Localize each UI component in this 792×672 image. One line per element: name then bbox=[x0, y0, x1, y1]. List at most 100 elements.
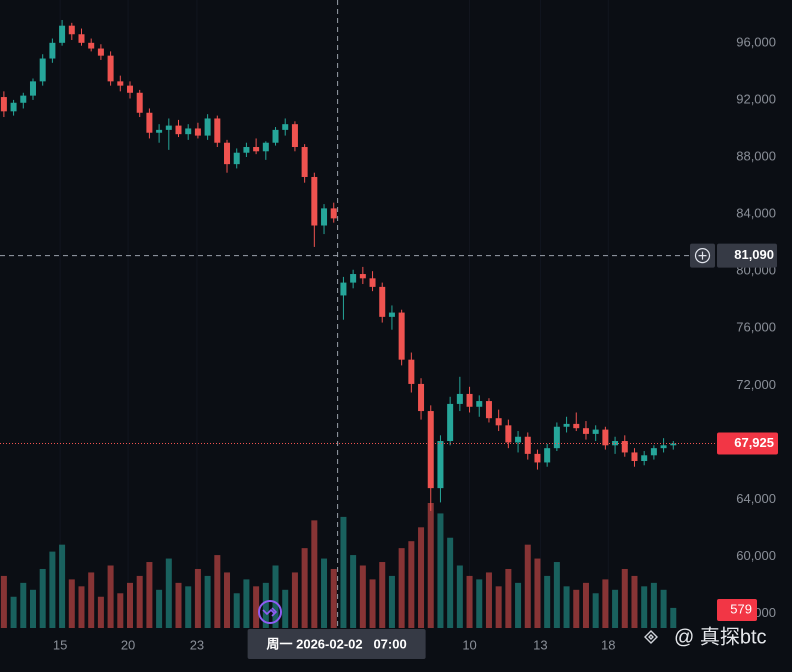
candle-body bbox=[495, 418, 502, 426]
volume-bar bbox=[515, 582, 522, 628]
volume-bar bbox=[117, 593, 124, 628]
candle-body bbox=[243, 147, 250, 153]
volume-bar bbox=[524, 544, 531, 628]
volume-bar bbox=[456, 565, 463, 628]
volume-bar bbox=[582, 582, 589, 628]
volume-bar bbox=[563, 586, 570, 628]
candle-body bbox=[68, 25, 75, 35]
x-tick-label: 23 bbox=[190, 637, 204, 652]
label-layer: 81,090 67,925 579 周一 2026-02-02 07:00 bbox=[247, 243, 778, 659]
candle-body bbox=[515, 436, 522, 443]
candle-body bbox=[291, 124, 298, 148]
volume-bar bbox=[427, 503, 434, 628]
candle-body bbox=[194, 128, 201, 136]
volume-bar bbox=[204, 575, 211, 628]
volume-bar bbox=[175, 582, 182, 628]
candle-body bbox=[321, 208, 328, 226]
volume-bar bbox=[650, 582, 657, 628]
candle-body bbox=[456, 393, 463, 404]
candle-body bbox=[39, 58, 46, 82]
candle-body bbox=[388, 312, 395, 317]
candle-body bbox=[282, 124, 289, 130]
add-alert-plus bbox=[698, 251, 707, 260]
candle-body bbox=[621, 441, 628, 453]
y-tick-label: 64,000 bbox=[736, 491, 776, 506]
candle-body bbox=[563, 423, 570, 427]
volume-bar bbox=[660, 589, 667, 628]
grid bbox=[59, 0, 609, 628]
x-tick-label: 20 bbox=[121, 637, 135, 652]
volume-bar bbox=[369, 579, 376, 628]
crosshair-time-box bbox=[247, 629, 426, 659]
y-tick-label: 92,000 bbox=[736, 91, 776, 106]
volume-bar bbox=[224, 572, 231, 628]
candle-body bbox=[524, 436, 531, 454]
candle-body bbox=[117, 81, 124, 86]
crosshair-price-label: 81,090 bbox=[734, 247, 774, 262]
crosshair-time-label: 周一 2026-02-02 07:00 bbox=[267, 636, 407, 651]
volume-bar bbox=[97, 596, 104, 628]
candle-body bbox=[670, 443, 677, 446]
candle-body bbox=[78, 34, 85, 43]
candle-body bbox=[272, 129, 279, 143]
candle-body bbox=[165, 125, 172, 130]
candle-layer bbox=[0, 19, 677, 511]
volume-bar bbox=[233, 593, 240, 628]
volume-bar bbox=[670, 607, 677, 628]
volume-bar bbox=[631, 575, 638, 628]
volume-bar bbox=[388, 575, 395, 628]
candle-body bbox=[10, 102, 17, 112]
candle-body bbox=[534, 453, 541, 463]
candle-body bbox=[136, 92, 143, 113]
volume-bar bbox=[88, 572, 95, 628]
watermark: @ 真探btc bbox=[674, 625, 767, 648]
volume-bar bbox=[291, 572, 298, 628]
candle-body bbox=[660, 445, 667, 449]
candle-body bbox=[214, 118, 221, 143]
last-volume-box bbox=[717, 599, 757, 621]
candle-body bbox=[359, 274, 366, 279]
candle-body bbox=[408, 359, 415, 384]
volume-bar bbox=[0, 575, 7, 628]
x-tick-label: 18 bbox=[601, 637, 615, 652]
candle-body bbox=[476, 401, 483, 407]
volume-bar bbox=[602, 579, 609, 628]
volume-bar bbox=[437, 513, 444, 628]
volume-bar bbox=[621, 568, 628, 628]
candle-body bbox=[592, 429, 599, 434]
volume-bar bbox=[505, 568, 512, 628]
volume-bar bbox=[495, 586, 502, 628]
candle-body bbox=[641, 455, 648, 462]
volume-bar bbox=[214, 555, 221, 628]
candle-body bbox=[185, 128, 192, 135]
volume-bar bbox=[330, 568, 337, 628]
x-tick-label: 13 bbox=[533, 637, 547, 652]
volume-layer bbox=[0, 503, 677, 628]
x-tick-label: 15 bbox=[53, 637, 67, 652]
candle-body bbox=[330, 208, 337, 219]
volume-bar bbox=[78, 586, 85, 628]
candle-body bbox=[544, 448, 551, 463]
replay-icon[interactable] bbox=[258, 600, 282, 624]
candle-body bbox=[59, 25, 66, 43]
volume-bar bbox=[485, 572, 492, 628]
volume-bar bbox=[20, 582, 27, 628]
volume-bar bbox=[418, 527, 425, 628]
volume-bar bbox=[476, 579, 483, 628]
volume-bar bbox=[379, 562, 386, 628]
volume-bar bbox=[447, 537, 454, 628]
replay-icon-glyph bbox=[262, 607, 278, 617]
last-price-box bbox=[717, 432, 778, 455]
volume-bar bbox=[466, 575, 473, 628]
volume-bar bbox=[359, 565, 366, 628]
candle-body bbox=[427, 411, 434, 489]
candle-body bbox=[553, 426, 560, 449]
watermark-logo bbox=[644, 630, 658, 644]
candle-body bbox=[107, 55, 114, 82]
candle-body bbox=[127, 85, 133, 93]
volume-bar bbox=[340, 516, 347, 628]
candle-body bbox=[233, 152, 240, 165]
volume-bar bbox=[262, 582, 269, 628]
volume-bar bbox=[156, 589, 163, 628]
